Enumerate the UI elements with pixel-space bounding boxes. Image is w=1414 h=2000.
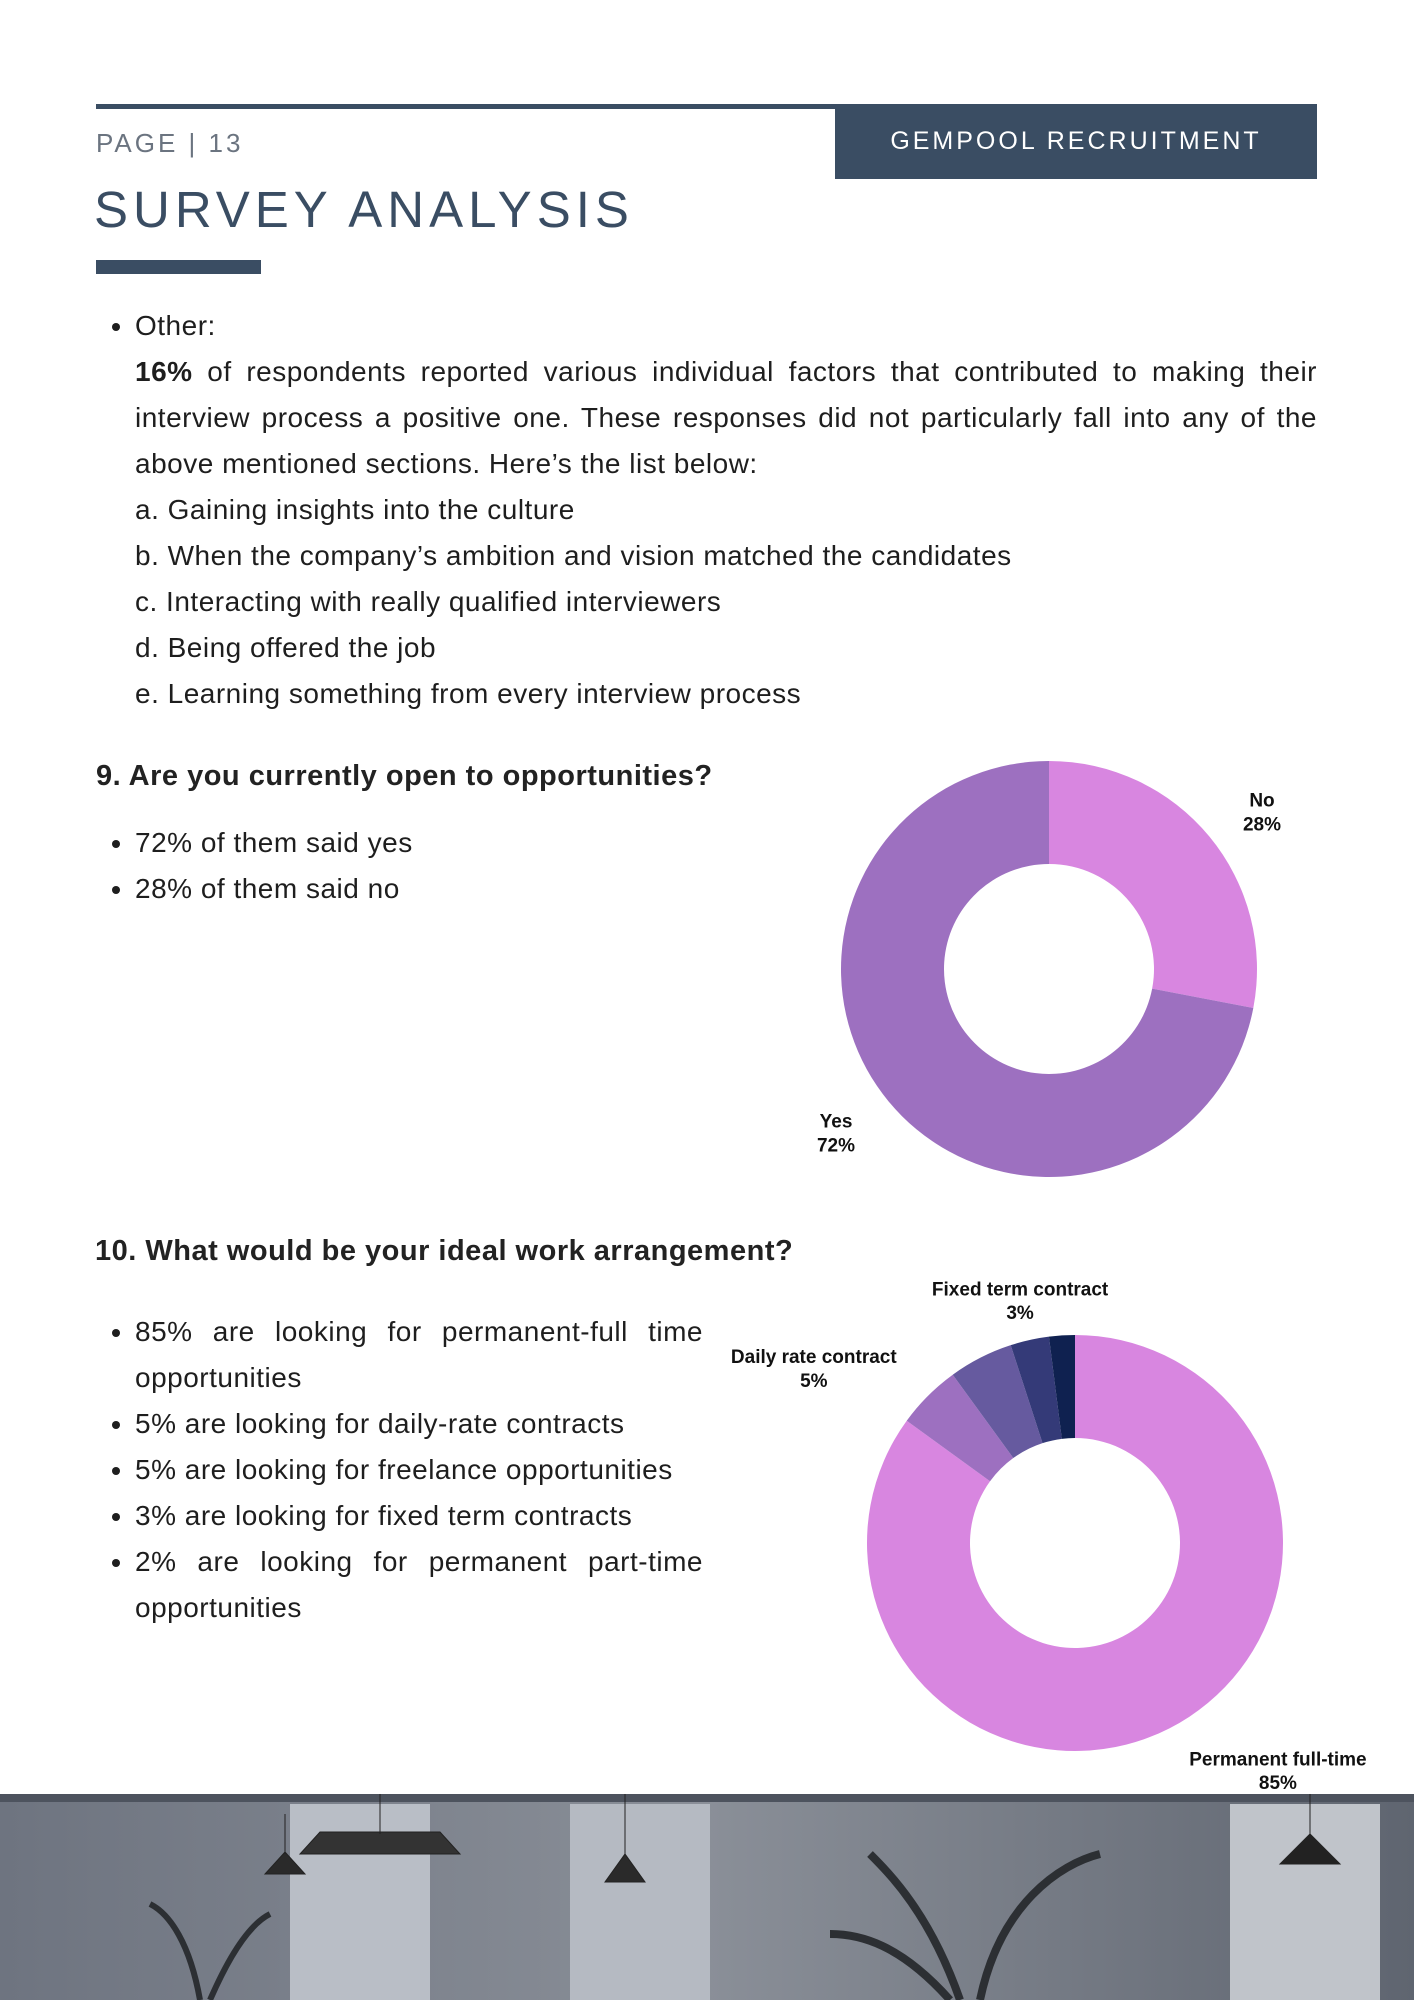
- q9-heading: 9. Are you currently open to opportuniti…: [96, 760, 713, 792]
- value-label: 28%: [1243, 814, 1281, 835]
- bullet: 72% of them said yes: [135, 820, 735, 866]
- slice-label: Yes 72%: [817, 1112, 855, 1157]
- page-title: SURVEY ANALYSIS: [94, 181, 634, 238]
- list-item: b. When the company’s ambition and visio…: [135, 540, 1012, 571]
- q9-list: 72% of them said yes28% of them said no: [96, 820, 735, 912]
- value-label: 3%: [1006, 1303, 1034, 1324]
- slice-label: Fixed term contract 3%: [932, 1279, 1109, 1324]
- list-item: e. Learning something from every intervi…: [135, 678, 802, 709]
- list-item: c. Interacting with really qualified int…: [135, 586, 722, 617]
- category: No: [1249, 791, 1274, 812]
- donut-slice: [906, 1374, 1014, 1482]
- label: Other:: [135, 310, 216, 341]
- bullet: 5% are looking for freelance opportuniti…: [135, 1447, 703, 1493]
- other-list: Other:: [96, 303, 1317, 349]
- list-item: a. Gaining insights into the culture: [135, 494, 575, 525]
- donut-slice: [1010, 1336, 1062, 1444]
- other-label: Other:: [135, 303, 1317, 349]
- other-paragraph: 16% of respondents reported various indi…: [96, 349, 1317, 487]
- donut-slice: [1048, 1335, 1075, 1439]
- donut-slice: [867, 1335, 1284, 1751]
- list-item: d. Being offered the job: [135, 632, 437, 663]
- brand: GEMPOOL RECRUITMENT: [835, 104, 1317, 179]
- charts: No 28% Yes 72% Permanent full-time 85% Daily r…: [731, 761, 1367, 1794]
- top-rule: [96, 104, 1317, 109]
- category: Daily rate contract: [731, 1347, 897, 1368]
- bullet: 28% of them said no: [135, 866, 735, 912]
- donut-slice: [1049, 761, 1257, 1008]
- slice-label: No 28%: [1243, 791, 1281, 836]
- value-label: 5%: [800, 1371, 828, 1392]
- donut-slice: [841, 761, 1254, 1177]
- category: Yes: [820, 1112, 853, 1133]
- category: Permanent full-time: [1189, 1749, 1366, 1770]
- value-label: 72%: [817, 1135, 855, 1156]
- q10-heading: 10. What would be your ideal work arrang…: [95, 1235, 794, 1267]
- page-number: PAGE | 13: [96, 128, 244, 158]
- text: of respondents reported various individu…: [135, 356, 1317, 479]
- value-label: 85%: [1259, 1773, 1297, 1794]
- slice-label: Daily rate contract 5%: [731, 1347, 897, 1392]
- percent: 16%: [135, 356, 193, 387]
- other-items: a. Gaining insights into the culture b. W…: [96, 487, 1317, 717]
- bullet: 5% are looking for daily-rate contracts: [135, 1401, 703, 1447]
- category: Fixed term contract: [932, 1279, 1109, 1300]
- title-bar: [96, 260, 261, 274]
- slice-label: Permanent full-time 85%: [1189, 1749, 1366, 1794]
- bullet: 2% are looking for permanent part-time o…: [135, 1539, 703, 1631]
- office-photo: [0, 1794, 1414, 2000]
- bullet: 3% are looking for fixed term contracts: [135, 1493, 703, 1539]
- bullet: 85% are looking for permanent-full time …: [135, 1309, 703, 1401]
- q10-list: 85% are looking for permanent-full time …: [96, 1309, 703, 1631]
- other-section: Other: 16% of respondents reported vario…: [96, 303, 1317, 717]
- donut-slice: [952, 1345, 1043, 1459]
